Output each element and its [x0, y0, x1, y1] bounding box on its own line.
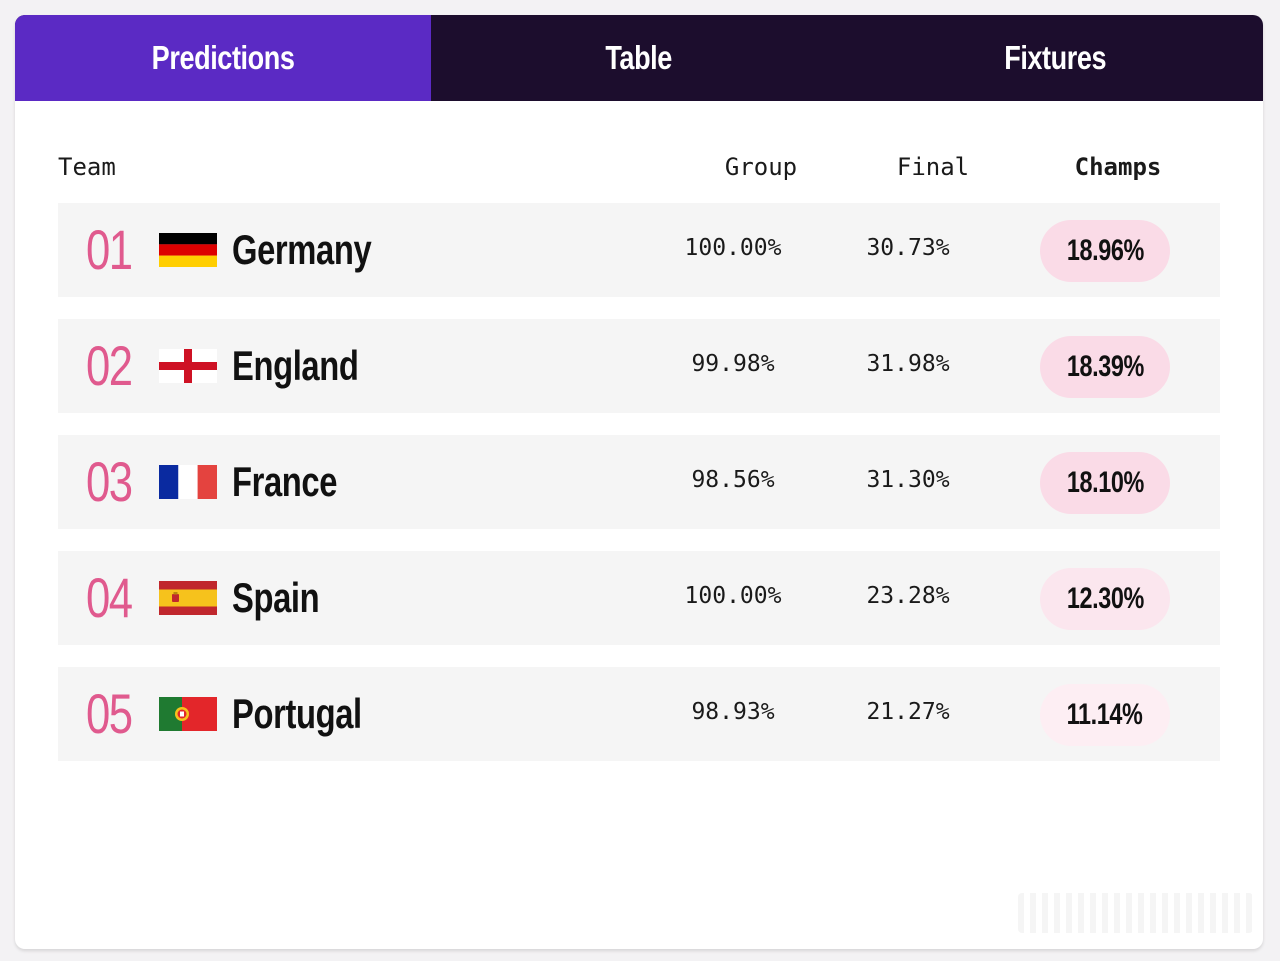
final-probability: 23.28% [866, 583, 950, 609]
final-probability: 21.27% [866, 699, 950, 725]
england-flag-icon [159, 349, 217, 383]
group-probability: 100.00% [684, 235, 782, 261]
column-header-group: Group [724, 153, 798, 181]
team-name: Germany [232, 226, 372, 273]
team-name: Portugal [232, 690, 362, 737]
champs-probability-badge: 11.14% [1040, 684, 1170, 746]
column-header-final: Final [896, 153, 970, 181]
champs-probability-badge: 18.10% [1040, 452, 1170, 514]
table-row: 02 England 99.98% 31.98% 18.39% [58, 319, 1220, 413]
rank-number: 02 [86, 334, 133, 397]
tab-fixtures-label: Fixtures [1004, 39, 1106, 76]
team-name: England [232, 342, 359, 389]
watermark [1018, 893, 1253, 933]
team-name: France [232, 458, 338, 505]
team-name: Spain [232, 574, 320, 621]
rank-number: 03 [86, 450, 133, 513]
tab-predictions[interactable]: Predictions [15, 15, 431, 101]
champs-probability-badge: 12.30% [1040, 568, 1170, 630]
tab-predictions-label: Predictions [151, 39, 295, 76]
predictions-card: Predictions Table Fixtures Team Group Fi… [15, 15, 1263, 949]
table-row: 05 Portugal 98.93% 21.27% 11.14% [58, 667, 1220, 761]
final-probability: 31.98% [866, 351, 950, 377]
champs-probability-badge: 18.39% [1040, 336, 1170, 398]
group-probability: 98.56% [691, 467, 775, 493]
spain-flag-icon [159, 581, 217, 615]
team-list: 01 Germany 100.00% 30.73% 18.96% 02 Engl… [58, 203, 1220, 783]
rank-number: 04 [86, 566, 133, 629]
final-probability: 31.30% [866, 467, 950, 493]
column-header-team: Team [58, 153, 116, 181]
france-flag-icon [159, 465, 217, 499]
column-header-champs: Champs [1074, 153, 1162, 181]
final-probability: 30.73% [866, 235, 950, 261]
tab-table[interactable]: Table [431, 15, 847, 101]
group-probability: 100.00% [684, 583, 782, 609]
rank-number: 01 [86, 218, 133, 281]
champs-probability-badge: 18.96% [1040, 220, 1170, 282]
table-row: 01 Germany 100.00% 30.73% 18.96% [58, 203, 1220, 297]
tab-table-label: Table [605, 39, 673, 76]
table-row: 03 France 98.56% 31.30% 18.10% [58, 435, 1220, 529]
portugal-flag-icon [159, 697, 217, 731]
group-probability: 98.93% [691, 699, 775, 725]
table-header: Team Group Final Champs [58, 153, 1220, 189]
table-row: 04 Spain 100.00% 23.28% 12.30% [58, 551, 1220, 645]
germany-flag-icon [159, 233, 217, 267]
tab-bar: Predictions Table Fixtures [15, 15, 1263, 101]
tab-fixtures[interactable]: Fixtures [847, 15, 1263, 101]
rank-number: 05 [86, 682, 133, 745]
group-probability: 99.98% [691, 351, 775, 377]
